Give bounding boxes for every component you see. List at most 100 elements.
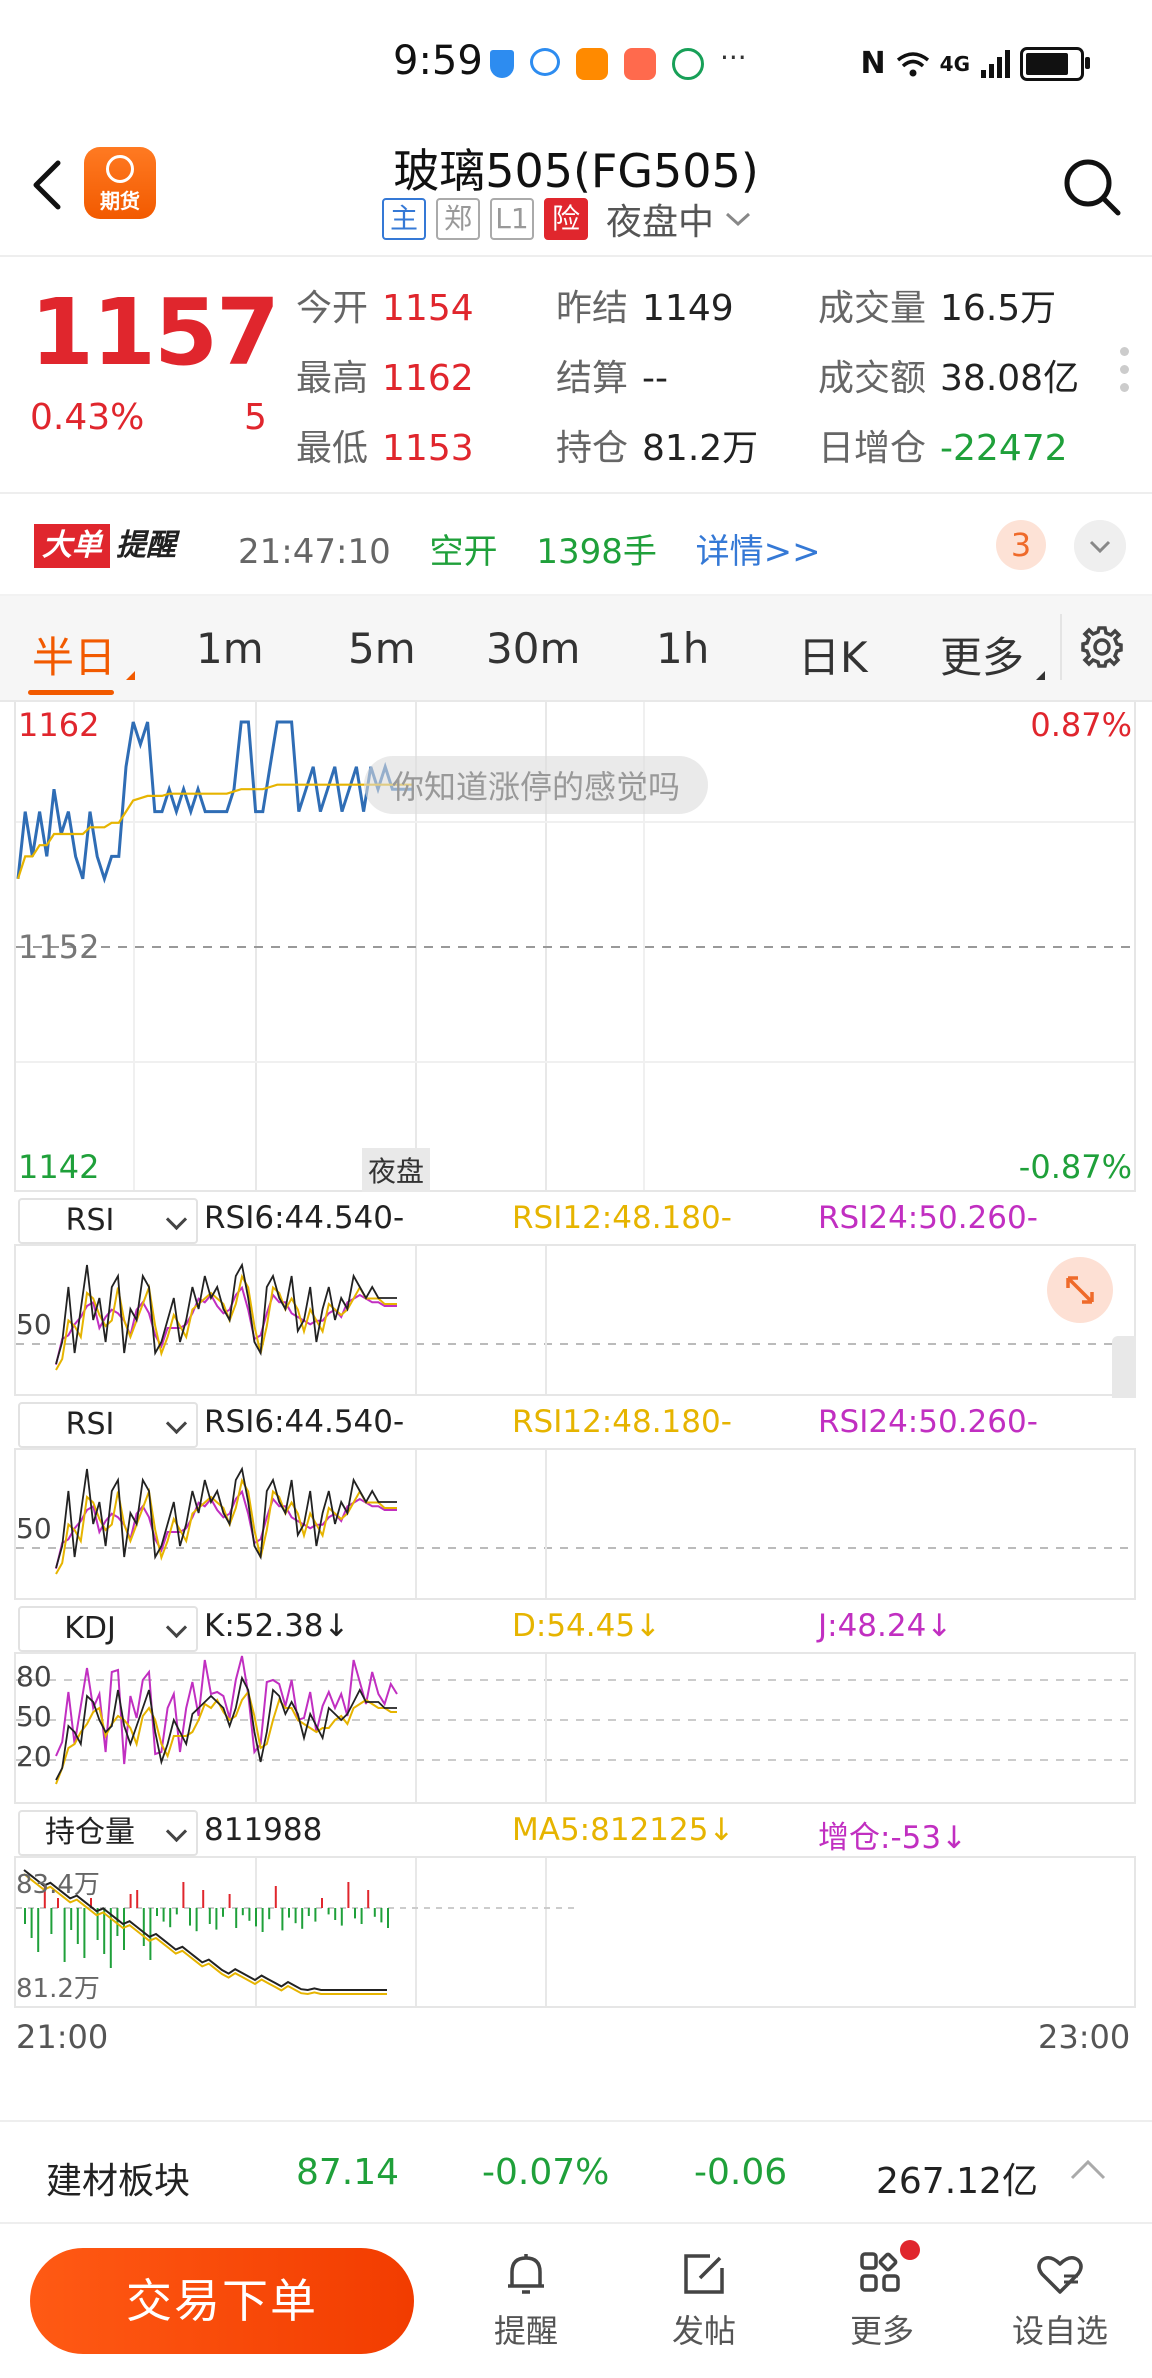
expand-chevron-icon[interactable] xyxy=(1074,520,1126,572)
status-time: 9:59 xyxy=(393,38,483,84)
chevron-down-icon[interactable] xyxy=(724,209,752,229)
network-type: 4G xyxy=(939,51,970,76)
oi-change-bar xyxy=(241,1908,244,1916)
kdj-d-value: D:54.45↓ xyxy=(512,1608,662,1644)
rsi-chart-2 xyxy=(16,1450,1134,1598)
oi-change-bar xyxy=(202,1890,205,1908)
settle-row: 结算 -- xyxy=(556,358,668,399)
oi-change-bar xyxy=(109,1908,112,1968)
page-title: 玻璃505(FG505) xyxy=(393,144,759,198)
time-start-label: 21:00 xyxy=(16,2018,109,2056)
oi-value: 811988 xyxy=(204,1812,323,1848)
rsi12-line xyxy=(55,1477,397,1575)
kdj-panel: 80 50 20 xyxy=(14,1652,1136,1804)
tab-1h[interactable]: 1h xyxy=(656,624,710,673)
nav-alert[interactable]: 提醒 xyxy=(466,2246,586,2352)
chevron-up-icon[interactable] xyxy=(1068,2156,1108,2182)
indicator-header-oi: 持仓量 811988 MA5:812125↓ 增仓:-53↓ xyxy=(14,1806,1136,1856)
alert-count-badge: 3 xyxy=(996,520,1046,570)
oi-change-bar xyxy=(307,1908,310,1916)
time-end-label: 23:00 xyxy=(1038,2018,1131,2056)
oi-change-bar xyxy=(387,1908,389,1928)
oi-change-bar xyxy=(149,1908,152,1960)
kdj-chart xyxy=(16,1654,1134,1802)
oi-change-bar xyxy=(373,1908,376,1917)
oi-change-bar xyxy=(228,1894,231,1908)
open-interest-value: 81.2万 xyxy=(642,428,759,469)
contract-tags[interactable]: 主 郑 L1 险 夜盘中 xyxy=(382,193,752,245)
tab-30m[interactable]: 30m xyxy=(486,624,581,673)
nav-more[interactable]: 更多 xyxy=(822,2240,942,2352)
edit-icon xyxy=(684,2254,724,2294)
tab-half-day[interactable]: 半日 xyxy=(32,633,117,682)
oi-change-bar xyxy=(195,1908,198,1932)
oi-change-bar xyxy=(136,1890,139,1908)
more-caret-icon xyxy=(1036,671,1045,680)
fullscreen-expand-icon[interactable] xyxy=(1046,1256,1114,1324)
turnover-row: 成交额 38.08亿 xyxy=(818,358,1080,399)
oi-change-bar xyxy=(367,1890,370,1908)
alert-details-link[interactable]: 详情>> xyxy=(695,532,821,572)
oi-panel: 83.4万 81.2万 xyxy=(14,1856,1136,2008)
kdj-k-value: K:52.38↓ xyxy=(204,1608,350,1644)
bottom-bar: 交易下单 提醒 发帖 更多 设自选 xyxy=(0,2222,1152,2378)
kdj-k-line xyxy=(55,1675,397,1781)
indicator-header-rsi-1: RSI RSI6:44.540- RSI12:48.180- RSI24:50.… xyxy=(14,1194,1136,1244)
oi-change-bar xyxy=(340,1908,343,1926)
open-interest-row: 持仓 81.2万 xyxy=(556,428,759,469)
rsi-axis-50-2: 50 xyxy=(16,1512,52,1545)
rsi12-value: RSI12:48.180- xyxy=(512,1200,732,1236)
change-percent: 0.43% xyxy=(30,397,145,438)
oi-change-bar xyxy=(334,1908,337,1920)
oi-change-bar xyxy=(43,1886,46,1908)
price-chart-panel[interactable]: 1162 1152 1142 0.87% -0.87% 夜盘 你知道涨停的感觉吗 xyxy=(14,702,1136,1192)
tab-daily-k[interactable]: 日K xyxy=(798,633,868,682)
watermark-bubble: 你知道涨停的感觉吗 xyxy=(364,756,709,814)
indicator-select-rsi-1[interactable]: RSI xyxy=(18,1198,198,1244)
active-tab-indicator xyxy=(28,690,114,695)
search-icon[interactable] xyxy=(1060,155,1124,219)
sector-bar[interactable]: 建材板块 87.14 -0.07% -0.06 267.12亿 xyxy=(0,2120,1152,2222)
trade-order-button[interactable]: 交易下单 xyxy=(30,2248,414,2354)
indicator-header-rsi-2: RSI RSI6:44.540- RSI12:48.180- RSI24:50.… xyxy=(14,1398,1136,1448)
rsi-panel-2: 50 xyxy=(14,1448,1136,1600)
app-logo: 期货 xyxy=(84,147,156,219)
gear-icon[interactable] xyxy=(1060,614,1128,680)
oi-change-bar xyxy=(274,1886,277,1908)
low-value: 1153 xyxy=(382,428,474,469)
shield-icon xyxy=(490,50,514,78)
oi-change-bar xyxy=(76,1908,79,1944)
oi-change-bar xyxy=(162,1908,165,1922)
rsi24-value-2: RSI24:50.260- xyxy=(818,1404,1038,1440)
oi-change-bar xyxy=(116,1908,119,1936)
oi-change-bar xyxy=(255,1908,257,1927)
oi-change-bar xyxy=(142,1908,145,1946)
pct-min-label: -0.87% xyxy=(1018,1148,1132,1186)
average-price-line xyxy=(16,783,414,880)
rsi6-line xyxy=(55,1466,397,1569)
oi-change-bar xyxy=(327,1908,330,1915)
back-icon[interactable] xyxy=(22,155,72,215)
nav-watchlist[interactable]: 设自选 xyxy=(1000,2246,1120,2352)
oi-axis-low: 81.2万 xyxy=(16,1974,100,2004)
oi-change-bar xyxy=(63,1908,66,1962)
oi-change-row: 日增仓 -22472 xyxy=(818,428,1068,469)
indicator-select-kdj[interactable]: KDJ xyxy=(18,1606,198,1652)
kdj-j-value: J:48.24↓ xyxy=(818,1608,953,1644)
period-tabs: 半日 1m 5m 30m 1h 日K 更多 xyxy=(0,596,1152,702)
nav-post[interactable]: 发帖 xyxy=(644,2246,764,2352)
big-order-alert[interactable]: 大单 提醒 21:47:10 空开 1398手 详情>> 3 xyxy=(0,494,1152,596)
system-icons: N 4G xyxy=(861,46,1090,81)
pct-max-label: 0.87% xyxy=(1030,706,1132,744)
oi-change-bar xyxy=(50,1908,53,1934)
alert-lots: 1398手 xyxy=(536,532,657,572)
tab-5m[interactable]: 5m xyxy=(348,624,416,673)
more-menu-icon[interactable] xyxy=(1120,347,1130,401)
indicator-select-rsi-2[interactable]: RSI xyxy=(18,1402,198,1448)
tab-more[interactable]: 更多 xyxy=(940,633,1025,682)
tab-1m[interactable]: 1m xyxy=(196,624,264,673)
rsi12-value-2: RSI12:48.180- xyxy=(512,1404,732,1440)
oi-change-bar xyxy=(189,1908,191,1926)
indicator-select-oi[interactable]: 持仓量 xyxy=(18,1810,198,1856)
oi-change-bar xyxy=(96,1908,99,1940)
